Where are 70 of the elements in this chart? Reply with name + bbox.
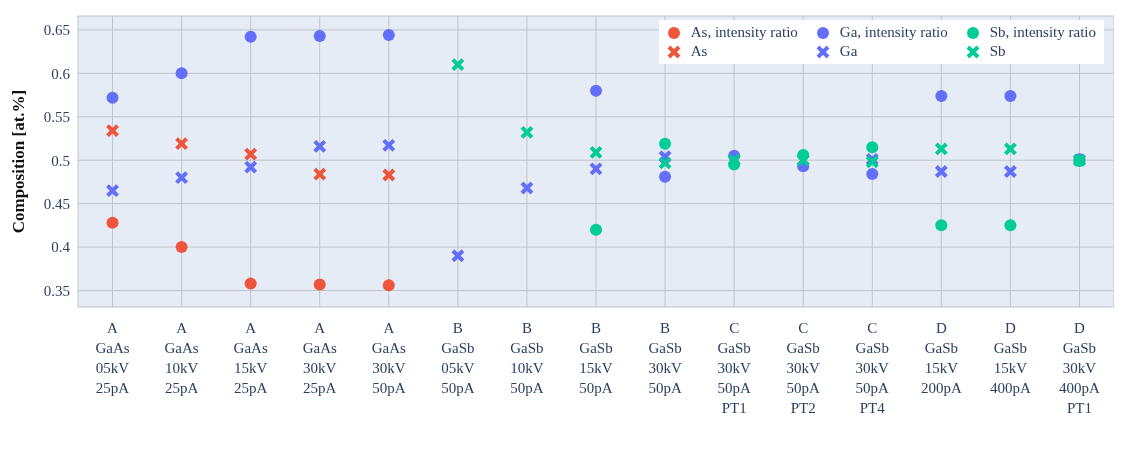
point [106, 216, 119, 229]
x-tick-label: C GaSb 30kV 50pA PT1 [717, 320, 751, 416]
y-tick-label: 0.45 [43, 195, 70, 212]
x-tick-label: A GaAs 30kV 50pA [371, 320, 407, 396]
point [866, 168, 879, 181]
x-tick-label: D GaSb 15kV 400pA [989, 320, 1031, 396]
point [382, 29, 395, 42]
point [658, 155, 673, 170]
x-tick-label: A GaAs 05kV 25pA [95, 320, 130, 396]
point [1003, 164, 1018, 179]
x-tick-label: A GaAs 10kV 25pA [164, 320, 199, 396]
x-tick-label: D GaSb 15kV 200pA [920, 320, 962, 396]
y-tick-label: 0.35 [43, 282, 70, 299]
point [1004, 219, 1017, 232]
point [313, 29, 326, 42]
point [105, 183, 120, 198]
x-tick-label: A GaAs 30kV 25pA [302, 320, 337, 396]
point [659, 137, 672, 150]
legend-label: As [690, 43, 708, 60]
point [244, 30, 257, 43]
point [866, 141, 879, 154]
point [935, 89, 948, 102]
legend-label: Sb [989, 43, 1006, 60]
point [312, 139, 327, 154]
x-tick-label: C GaSb 30kV 50pA PT4 [855, 320, 890, 416]
point [175, 67, 188, 80]
x-tick-label: B GaSb 15kV 50pA [579, 320, 613, 396]
point [659, 170, 672, 183]
y-tick-label: 0.65 [43, 22, 70, 39]
point [381, 138, 396, 153]
point [381, 167, 396, 182]
point [244, 277, 257, 290]
point [243, 147, 258, 162]
point [590, 223, 602, 236]
point [450, 57, 465, 72]
point [935, 219, 948, 232]
point [590, 84, 602, 97]
point [174, 170, 189, 185]
x-tick-label: B GaSb 05kV 50pA [441, 320, 475, 396]
y-tick-label: 0.55 [43, 109, 70, 126]
point [1004, 89, 1017, 102]
point [519, 125, 534, 140]
x-tick-label: B GaSb 30kV 50pA [648, 320, 682, 396]
point [519, 180, 534, 195]
point [174, 136, 189, 151]
x-tick-label: C GaSb 30kV 50pA PT2 [786, 320, 821, 416]
point [105, 123, 120, 138]
legend-label: As, intensity ratio [690, 24, 798, 41]
legend-label: Sb, intensity ratio [989, 24, 1096, 41]
legend-label: Ga [839, 43, 858, 60]
point [934, 164, 949, 179]
point [106, 91, 119, 104]
x-tick-label: D GaSb 30kV 400pA PT1 [1059, 320, 1101, 416]
point [1003, 141, 1018, 156]
legend-label: Ga, intensity ratio [839, 24, 948, 41]
point [450, 248, 465, 263]
y-tick-label: 0.6 [51, 65, 71, 82]
point [243, 160, 258, 175]
x-tick-label: B GaSb 10kV 50pA [510, 320, 544, 396]
point [312, 167, 327, 182]
y-tick-label: 0.5 [51, 152, 70, 169]
point [175, 241, 188, 254]
point [934, 141, 949, 156]
point [382, 279, 395, 292]
point [589, 161, 603, 176]
y-axis-title: Composition [at.%] [9, 89, 29, 234]
point [589, 145, 603, 160]
x-tick-label: A GaAs 15kV 25pA [233, 320, 268, 396]
point [313, 278, 326, 291]
y-tick-label: 0.4 [51, 239, 71, 256]
